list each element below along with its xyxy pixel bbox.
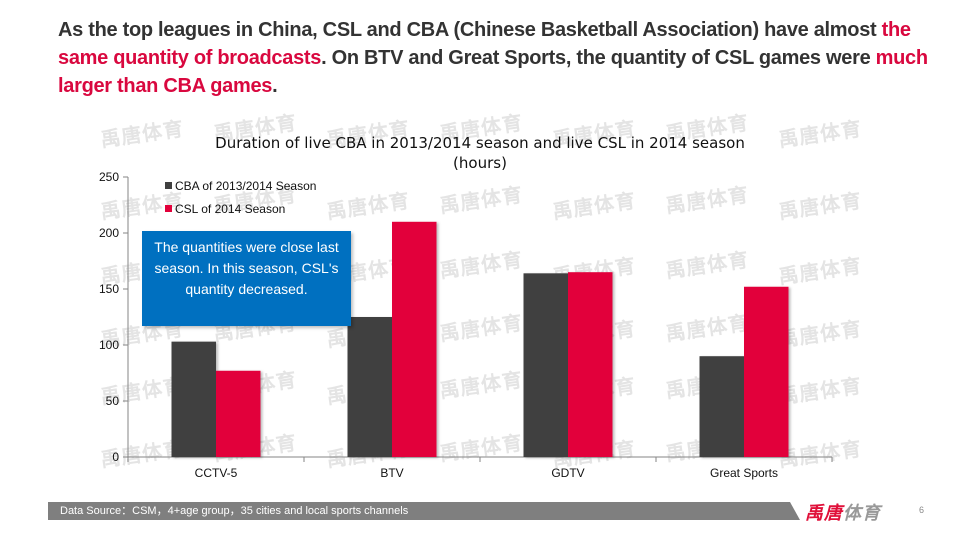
bar-csl — [568, 272, 613, 457]
legend-label-cba: CBA of 2013/2014 Season — [175, 179, 317, 193]
y-tick-label: 100 — [99, 338, 119, 352]
logo-red-text: 禹唐 — [805, 503, 843, 524]
x-tick-label: CCTV-5 — [195, 466, 238, 480]
x-tick-label: BTV — [380, 466, 403, 480]
y-tick-label: 0 — [112, 450, 119, 464]
bar-cba — [171, 341, 216, 457]
legend-item-cba: CBA of 2013/2014 Season — [165, 175, 316, 198]
chart-title-line1: Duration of live CBA in 2013/2014 season… — [215, 134, 745, 152]
x-tick-label: GDTV — [551, 466, 584, 480]
data-source: Data Source：CSM，4+age group，35 cities an… — [60, 505, 409, 517]
headline-text: . On BTV and Great Sports, the quantity … — [321, 47, 876, 69]
y-tick-label: 250 — [99, 170, 119, 184]
headline-text: . — [272, 75, 278, 97]
bar-cba — [523, 273, 568, 457]
chart-title-line2: (hours) — [453, 154, 507, 172]
chart-title: Duration of live CBA in 2013/2014 season… — [170, 133, 790, 173]
bar-csl — [744, 286, 789, 457]
legend-swatch-csl — [165, 205, 172, 213]
headline-highlight: the same quantity of broadcasts — [58, 19, 911, 69]
y-tick-label: 200 — [99, 226, 119, 240]
bar-cba — [347, 317, 392, 457]
headline: As the top leagues in China, CSL and CBA… — [58, 16, 938, 100]
y-tick-label: 50 — [106, 394, 120, 408]
logo-gray-text: 体育 — [843, 503, 881, 524]
brand-logo: 禹唐体育 — [805, 499, 881, 525]
legend-label-csl: CSL of 2014 Season — [175, 202, 286, 216]
legend: CBA of 2013/2014 Season CSL of 2014 Seas… — [165, 175, 316, 221]
bar-cba — [699, 356, 744, 457]
headline-highlight: much larger than CBA games — [58, 47, 928, 97]
legend-item-csl: CSL of 2014 Season — [165, 198, 316, 221]
page-number: 6 — [919, 505, 925, 515]
footer-bar — [48, 502, 800, 520]
bar-csl — [216, 370, 261, 457]
headline-text: As the top leagues in China, CSL and CBA… — [58, 19, 882, 41]
bar-csl — [392, 221, 437, 457]
callout-box: The quantities were close last season. I… — [142, 231, 351, 326]
y-tick-label: 150 — [99, 282, 119, 296]
x-tick-label: Great Sports — [710, 466, 778, 480]
legend-swatch-cba — [165, 182, 172, 190]
